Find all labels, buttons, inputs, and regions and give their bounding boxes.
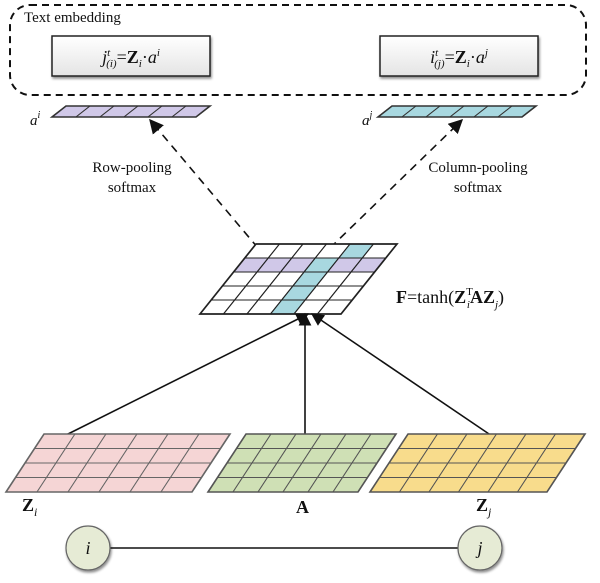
matrix-zj-border [368,433,587,493]
node-i: i [65,525,111,571]
text-embedding-title: Text embedding [24,10,121,26]
vector-a-i-label: ai [30,110,41,129]
matrix-A-label: A [296,497,309,517]
column-pooling-label: Column-pooling softmax [428,160,528,196]
formula-right: it (j)=Zi·aj [430,47,488,70]
node-j: j [457,525,503,571]
affinity-matrix-F [198,243,399,315]
vector-a-j [375,105,539,118]
affinity-matrix-border [198,243,399,315]
matrix-Z-j-label: Zj [476,495,492,519]
column-pooling-arrow [329,118,464,249]
vector-a-i-border [49,105,213,118]
matrix-A [206,433,398,493]
matrix-a-border [206,433,398,493]
arrow-zi-to-f [63,313,310,437]
node-j-label: j [475,538,482,558]
arrow-zj-to-f [310,313,493,437]
formula-box-left: jt (i)=Zi·ai [51,35,211,77]
row-pooling-arrow [149,118,259,249]
vector-a-j-label: aj [362,110,373,129]
matrix-Z-i [4,433,232,493]
vector-a-i [49,105,213,118]
vector-a-j-border [375,105,539,118]
node-i-label: i [85,538,90,558]
matrix-Z-j [368,433,587,493]
matrix-Z-i-label: Zi [22,495,37,519]
formula-left: jt (i)=Zi·ai [100,47,160,70]
formula-box-right: it (j)=Zi·aj [379,35,539,77]
affinity-formula: F=tanh(ZT iAZj) [396,286,504,311]
row-pooling-label: Row-pooling softmax [92,160,172,196]
text-embedding-panel: Text embedding jt (i)=Zi·ai it (j)=Zi·aj [9,4,587,96]
matrix-zi-border [4,433,232,493]
